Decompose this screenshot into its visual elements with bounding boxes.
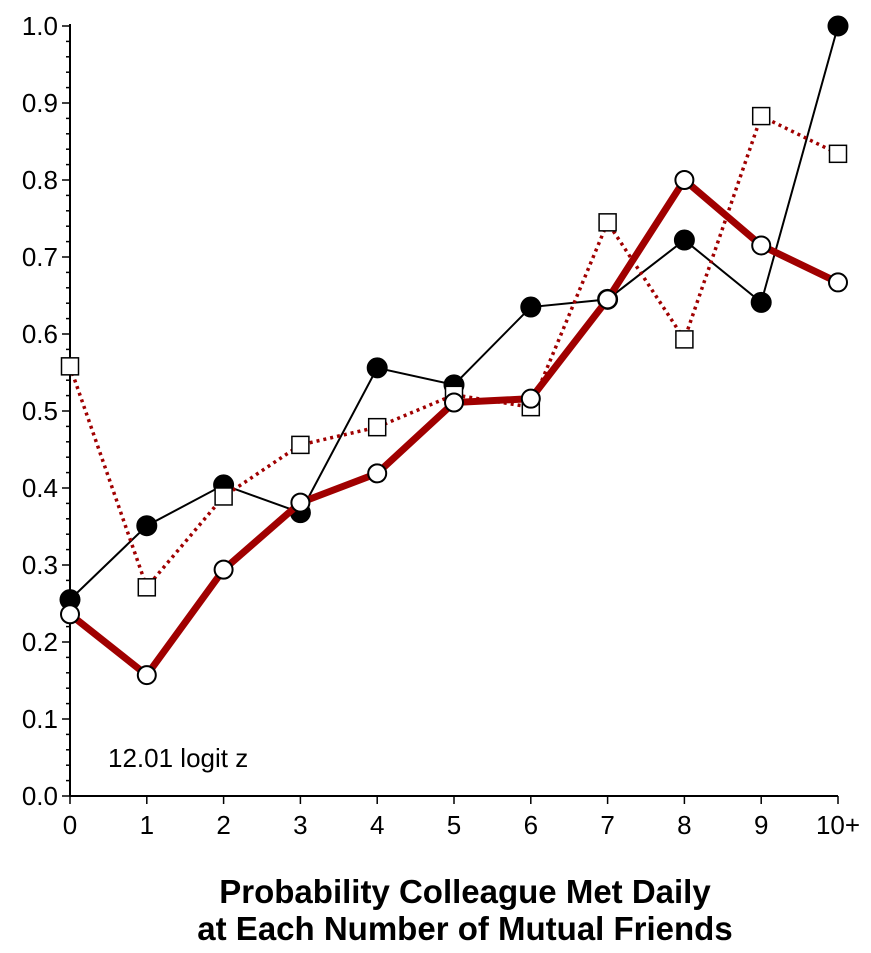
x-tick-label: 8 xyxy=(677,810,691,840)
x-tick-label: 7 xyxy=(600,810,614,840)
x-tick-label: 9 xyxy=(754,810,768,840)
x-ticks: 0 1 2 3 4 5 6 7 8 9 10+ xyxy=(63,796,860,840)
y-ticks: 0.0 0.1 0.2 0.3 0.4 0.5 0.6 0.7 0.8 0.9 1.0 xyxy=(22,11,70,811)
data-point-open-circle xyxy=(597,289,618,310)
y-tick-label: 0.1 xyxy=(22,704,58,734)
x-tick-label: 6 xyxy=(524,810,538,840)
data-point-open-square xyxy=(598,213,617,232)
data-point-open-circle xyxy=(674,170,695,190)
data-point-open-circle xyxy=(60,604,80,625)
data-point-open-square xyxy=(828,144,848,164)
data-point-open-circle xyxy=(213,559,234,580)
axes: 0.0 0.1 0.2 0.3 0.4 0.5 0.6 0.7 0.8 0.9 1.0 0 1 2 3 4 5… xyxy=(22,11,860,840)
data-point-filled-circle xyxy=(520,296,542,318)
series-black-thin-filled-circle xyxy=(59,15,849,611)
y-tick-label: 0.7 xyxy=(22,242,58,272)
data-point-filled-circle xyxy=(673,229,695,251)
x-tick-label: 0 xyxy=(63,810,77,840)
x-tick-label: 4 xyxy=(370,810,384,840)
data-point-open-square xyxy=(675,330,694,349)
chart-annotation: 12.01 logit z xyxy=(108,743,248,773)
y-tick-label: 0.0 xyxy=(22,781,58,811)
y-tick-label: 1.0 xyxy=(22,11,58,41)
series-darkred-dotted-open-square xyxy=(60,106,848,597)
data-point-filled-circle xyxy=(136,515,158,537)
data-point-open-circle xyxy=(520,388,541,409)
series-darkred-thick-open-circle xyxy=(60,170,848,686)
series-layer xyxy=(59,15,849,686)
x-tick-label: 10+ xyxy=(816,810,860,840)
data-point-open-circle xyxy=(290,492,311,513)
data-point-open-circle xyxy=(444,392,464,413)
data-point-open-circle xyxy=(828,272,848,293)
data-point-filled-circle xyxy=(750,291,772,313)
y-tick-label: 0.5 xyxy=(22,396,58,426)
data-point-open-square xyxy=(367,417,387,437)
data-point-open-square xyxy=(137,578,157,597)
series-line xyxy=(69,25,839,601)
y-tick-label: 0.8 xyxy=(22,165,58,195)
x-tick-label: 2 xyxy=(216,810,230,840)
data-point-filled-circle xyxy=(366,357,388,379)
y-tick-label: 0.3 xyxy=(22,550,58,580)
data-point-filled-circle xyxy=(827,15,849,37)
x-tick-label: 3 xyxy=(293,810,307,840)
y-tick-label: 0.6 xyxy=(22,319,58,349)
y-tick-label: 0.9 xyxy=(22,88,58,118)
data-point-open-circle xyxy=(751,235,772,256)
y-tick-label: 0.2 xyxy=(22,627,58,657)
data-point-open-square xyxy=(751,106,771,126)
x-axis-label-line-2: at Each Number of Mutual Friends xyxy=(197,910,732,947)
y-tick-label: 0.4 xyxy=(22,473,58,503)
x-tick-label: 1 xyxy=(140,810,154,840)
x-tick-label: 5 xyxy=(447,810,461,840)
series-line xyxy=(67,174,840,681)
data-point-open-square xyxy=(214,487,233,506)
data-point-open-square xyxy=(60,357,80,376)
data-point-open-circle xyxy=(367,463,388,484)
series-line xyxy=(68,113,839,591)
x-axis-label-line-1: Probability Colleague Met Daily xyxy=(219,873,711,910)
data-point-open-square xyxy=(291,435,310,455)
data-point-open-circle xyxy=(136,665,157,686)
